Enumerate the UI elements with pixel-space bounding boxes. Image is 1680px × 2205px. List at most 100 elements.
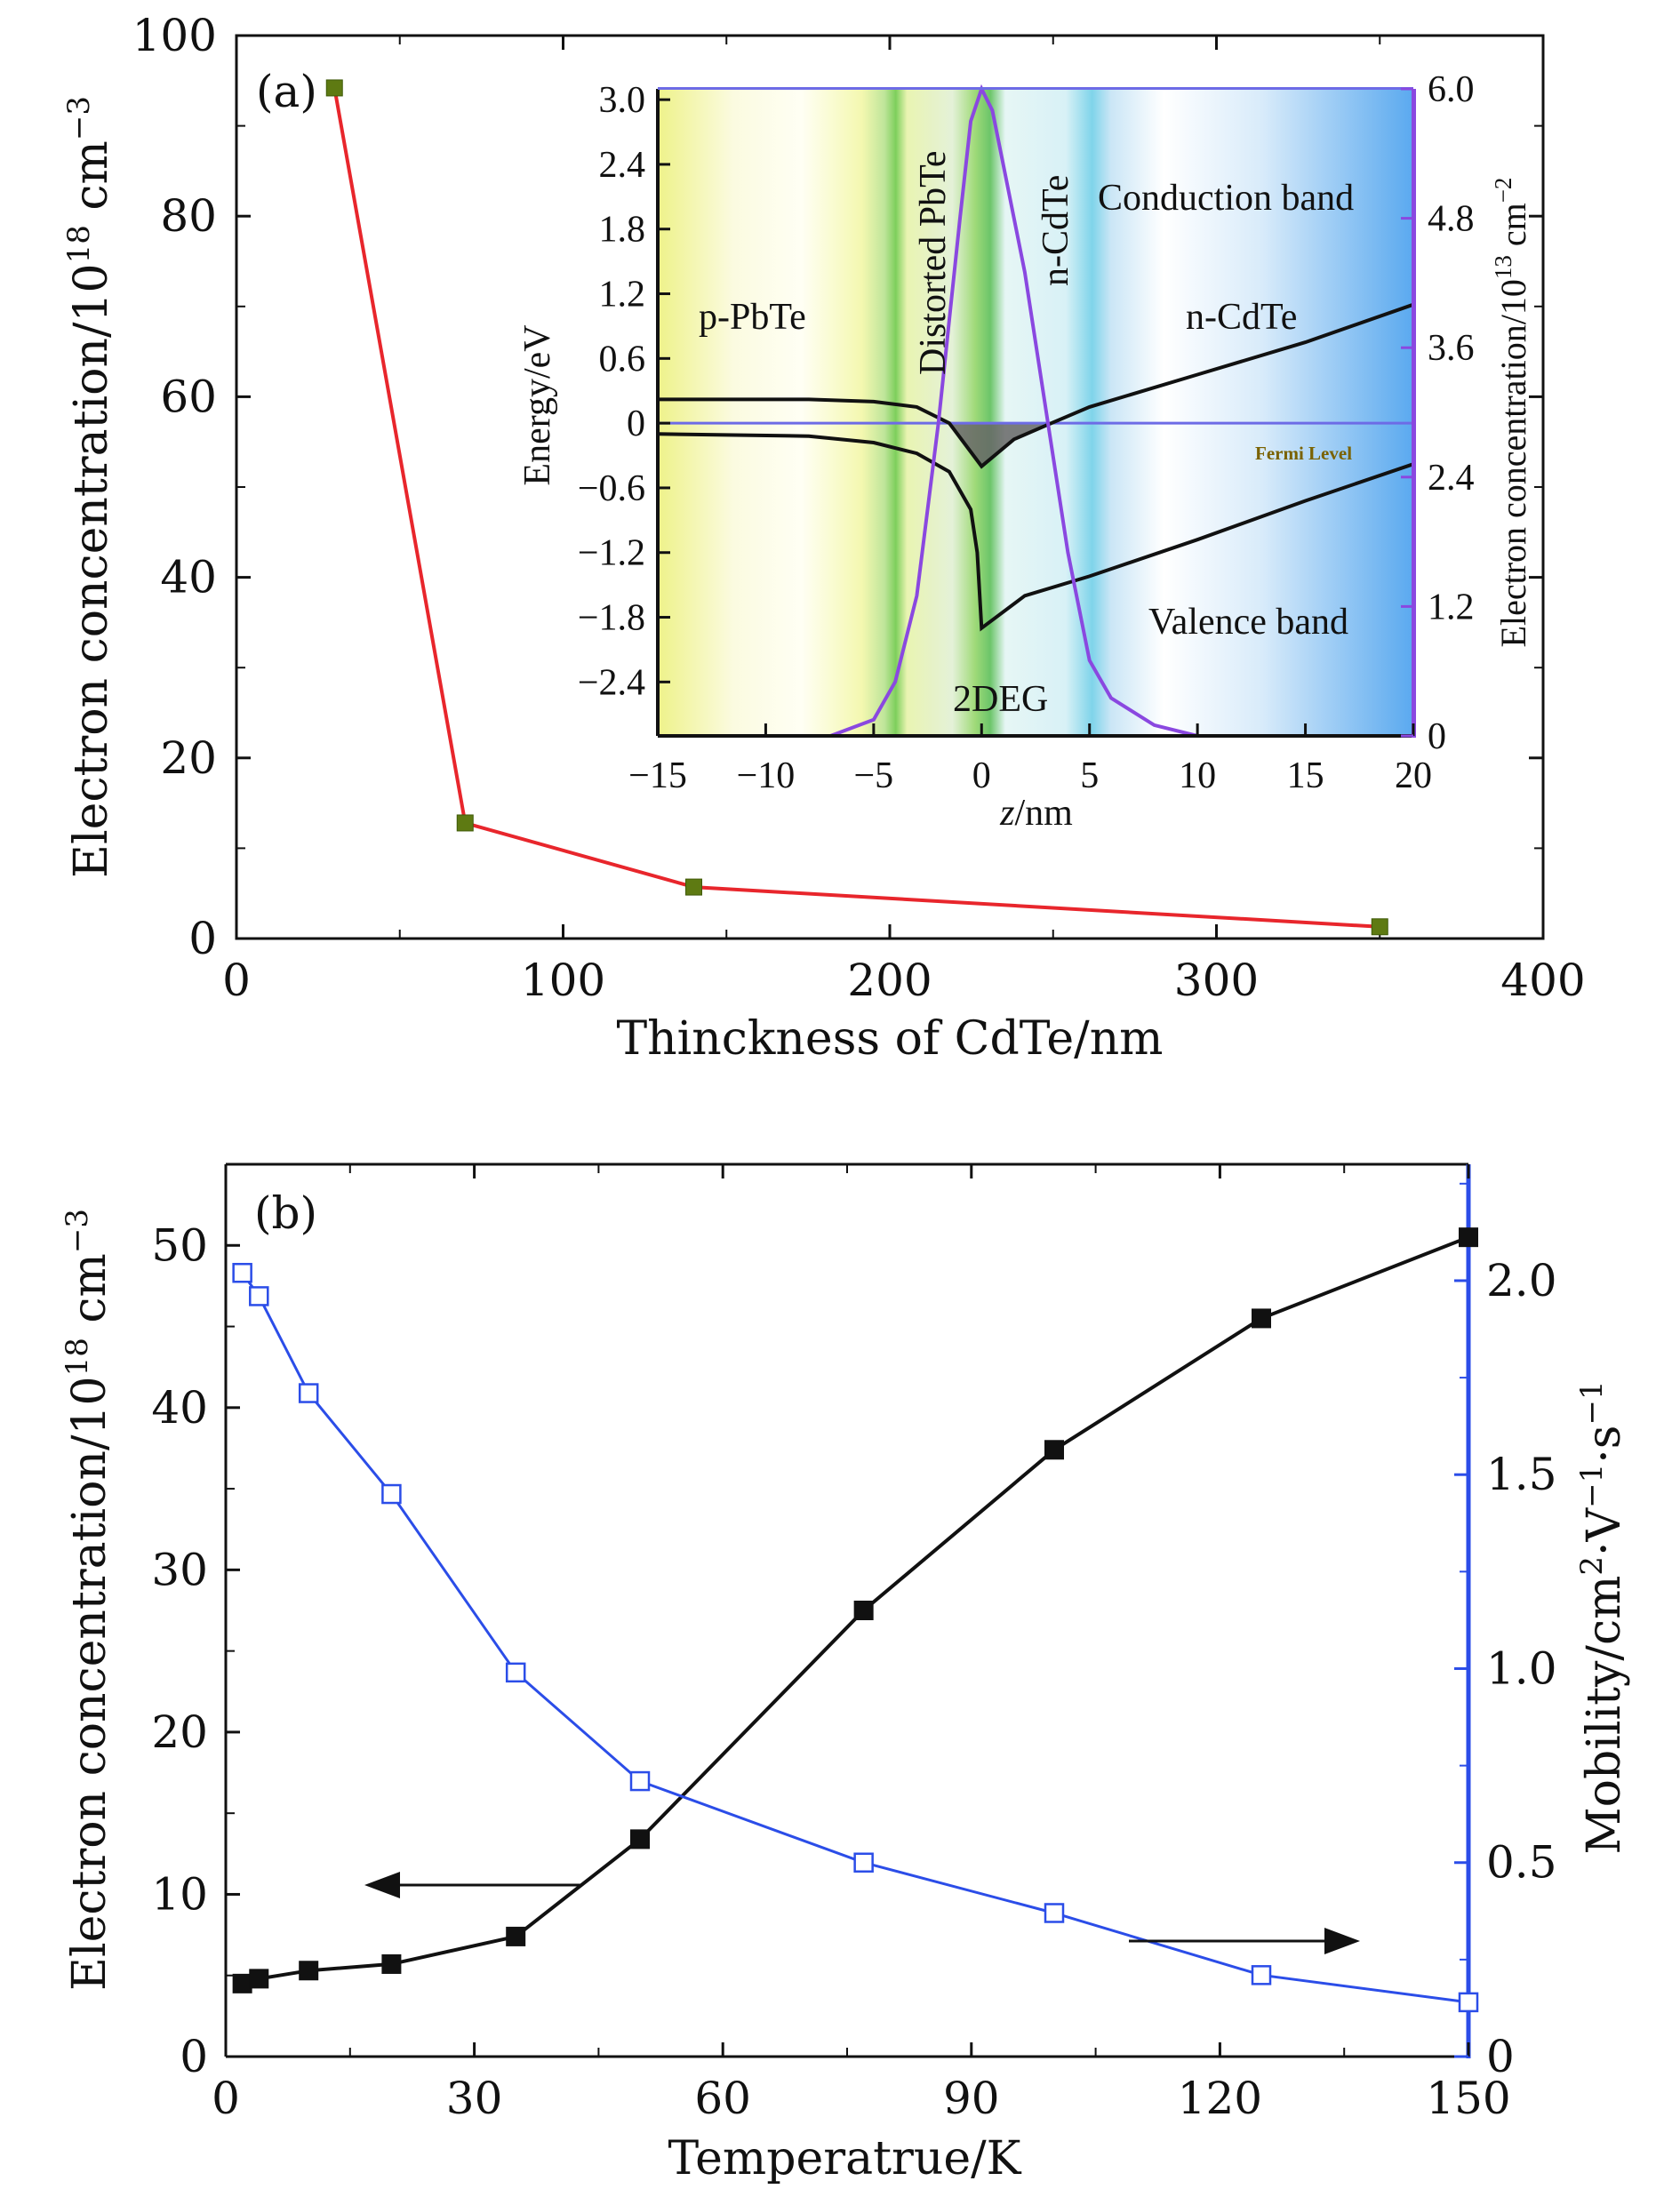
panel-a-y-tick-label: 0 [188, 913, 217, 964]
panel-b-y-tick-label: 20 [151, 1706, 208, 1758]
panel-a-y-tick-label: 80 [160, 190, 217, 242]
panel-a-y-tick-label: 20 [160, 732, 217, 784]
inset-right-axis-line [1412, 89, 1416, 738]
panel-a-x-tick-label: 0 [222, 955, 251, 1006]
panel-b-concentration-point [299, 1961, 319, 1981]
panel-b-mobility-point [232, 1262, 252, 1283]
inset-y-tick-label: −1.8 [578, 598, 645, 639]
panel-b-concentration-point [506, 1926, 526, 1946]
panel-b-concentration-point [381, 1953, 402, 1974]
panel-b-mobility-point [1251, 1965, 1272, 1985]
panel-b-concentration-point [853, 1601, 874, 1620]
inset-y2-tick-label: 2.4 [1428, 458, 1475, 499]
panel-b-y-tick-label: 30 [151, 1544, 208, 1595]
panel-a-x-tick-label: 400 [1500, 955, 1585, 1006]
inset-label-conduction-band: Conduction band [1098, 178, 1354, 219]
panel-a-data-point [1371, 918, 1388, 936]
panel-a-series-line [332, 87, 1380, 929]
panel-b-x-tick-label: 120 [1178, 2073, 1262, 2124]
inset-x-tick-label: 10 [1179, 755, 1216, 796]
inset-x-tick-label: 5 [1080, 755, 1099, 796]
inset-x-tick-label: 20 [1395, 755, 1432, 796]
inset-background-regions [658, 89, 1413, 736]
panel-a-data-point [456, 814, 474, 832]
inset-y2-tick-label: 1.2 [1428, 587, 1475, 627]
inset-y2-axis-title: Electron concentration/1013 cm−2 [1490, 178, 1533, 648]
panel-b-mobility-point [629, 1770, 651, 1792]
panel-b-mobility-point [853, 1852, 874, 1873]
panel-a-x-tick-label: 100 [521, 955, 605, 1006]
inset-label-valence-band: Valence band [1148, 602, 1348, 643]
inset-x-tick-label: −15 [628, 755, 687, 796]
inset-y2-tick-label: 6.0 [1428, 69, 1475, 110]
panel-b-y2-axis-title: Mobility/cm2·V−1·s−1 [1574, 1380, 1631, 1854]
panel-b-x-tick-label: 30 [446, 2073, 503, 2124]
inset-band-diagram: −15 −10 −5 0 5 10 15 20 3.0 2.4 1.8 1.2 0.6 0 −0.6 −1.2… [517, 69, 1533, 834]
panel-b-y-tick-label: 50 [151, 1219, 208, 1271]
inset-y-tick-label: 1.8 [599, 210, 646, 251]
panel-b-y2-tick-label: 1.0 [1486, 1642, 1557, 1694]
panel-b-y-tick-label: 40 [151, 1382, 208, 1434]
right-arrow [1129, 1928, 1360, 1954]
panel-a-x-tick-label: 300 [1174, 955, 1259, 1006]
inset-electron-concentration-line [829, 84, 1198, 738]
inset-y2-tick-label: 3.6 [1428, 328, 1475, 369]
inset-x-tick-label: 15 [1287, 755, 1324, 796]
panel-b-x-tick-label: 60 [694, 2073, 751, 2124]
inset-y-tick-label: 1.2 [599, 275, 646, 316]
panel-b-mobility-point [1044, 1903, 1065, 1923]
panel-b-y-tick-label: 0 [180, 2031, 208, 2082]
panel-b-mobility-line [241, 1272, 1469, 2004]
inset-y-tick-label: −0.6 [578, 468, 645, 509]
panel-b-mobility-point [505, 1662, 526, 1683]
inset-y-tick-label: 3.0 [599, 80, 646, 121]
panel-b-y2-tick-label: 0.5 [1486, 1837, 1557, 1889]
inset-label-distorted-pbte: Distorted PbTe [913, 150, 954, 375]
panel-b-y-tick-label: 10 [151, 1868, 208, 1920]
panel-b-concentration-point [232, 1973, 252, 1993]
inset-y2-tick-label: 0 [1428, 716, 1446, 757]
panel-b-concentration-point [630, 1829, 650, 1849]
inset-label-p-pbte: p-PbTe [699, 297, 806, 338]
inset-top-axis-line [658, 87, 1413, 90]
inset-y-tick-label: −2.4 [578, 662, 645, 703]
inset-x-axis-title: z/nm [999, 793, 1073, 834]
panel-b-mobility-point [249, 1286, 269, 1306]
inset-label-n-cdte-vertical: n-CdTe [1036, 175, 1076, 286]
inset-label-n-cdte: n-CdTe [1186, 297, 1297, 338]
inset-y-tick-label: 0.6 [599, 339, 646, 379]
inset-left-axis-line [656, 89, 660, 736]
panel-a-data-point [325, 79, 343, 97]
panel-a-y-tick-label: 40 [160, 552, 217, 603]
panel-a-x-axis-title: Thinckness of CdTe/nm [617, 1012, 1164, 1066]
panel-a-data-point [685, 878, 702, 896]
panel-a-y-axis-title: Electron concentration/1018 cm−3 [61, 96, 118, 878]
panel-b-label: (b) [254, 1187, 317, 1239]
inset-x-tick-label: −10 [737, 755, 796, 796]
panel-b-mobility-point [298, 1383, 319, 1403]
inset-y-tick-label: 2.4 [599, 145, 646, 186]
panel-b-x-axis-title: Temperatrue/K [668, 2132, 1021, 2185]
inset-y-tick-label: 0 [627, 403, 645, 444]
panel-b-mobility-point [381, 1483, 402, 1505]
panel-b-concentration-point [1459, 1227, 1478, 1248]
panel-b-y2-tick-label: 2.0 [1486, 1255, 1557, 1306]
panel-a-y-tick-label: 60 [160, 371, 217, 422]
panel-a-label: (a) [256, 66, 317, 117]
inset-label-2deg: 2DEG [953, 679, 1048, 720]
inset-x-tick-label: −5 [854, 755, 894, 796]
panel-b-x-tick-label: 0 [212, 2073, 240, 2124]
inset-x-tick-label: 0 [972, 755, 991, 796]
panel-b-concentration-point [1044, 1440, 1064, 1460]
panel-b-y2-tick-label: 1.5 [1486, 1449, 1557, 1500]
panel-b-concentration-point [1252, 1308, 1271, 1329]
left-arrow [364, 1872, 582, 1898]
inset-y-axis-title: Energy/eV [517, 324, 558, 485]
panel-b-y-axis-title: Electron concentration/1018 cm−3 [60, 1209, 116, 1991]
inset-bottom-axis-line [658, 734, 1413, 738]
panel-a-y-tick-label: 100 [132, 10, 217, 61]
inset-y-tick-label: −1.2 [578, 533, 645, 574]
